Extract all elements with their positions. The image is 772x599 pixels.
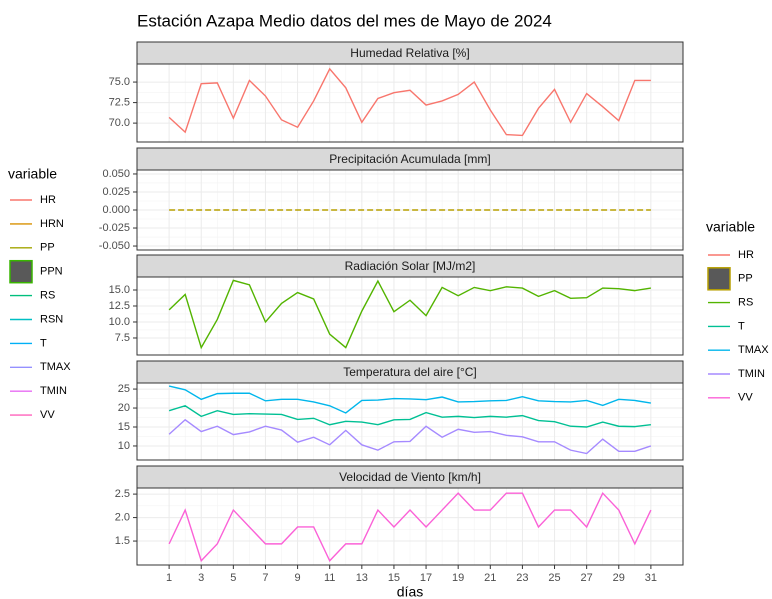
x-tick-label: 9 (295, 572, 301, 584)
y-tick-label: -0.050 (99, 240, 130, 252)
x-tick-label: 15 (388, 572, 400, 584)
panel-border (136, 169, 684, 251)
x-tick-label: 3 (198, 572, 204, 584)
y-tick-label: 0.000 (102, 204, 130, 216)
legend-label: TMIN (40, 385, 67, 397)
legend-label: TMIN (738, 368, 765, 380)
x-tick-label: 17 (420, 572, 432, 584)
x-tick-label: 25 (548, 572, 560, 584)
x-tick-label: 1 (166, 572, 172, 584)
strip-label: Radiación Solar [MJ/m2] (345, 259, 476, 273)
data-line (168, 404, 651, 428)
y-tick-label: 75.0 (109, 76, 130, 88)
chart-title: Estación Azapa Medio datos del mes de Ma… (137, 11, 552, 30)
data-line (168, 418, 652, 455)
x-tick-label: 13 (356, 572, 368, 584)
legend-label: T (40, 337, 47, 349)
y-tick-label: -0.025 (99, 222, 130, 234)
legend-label: RS (738, 297, 753, 309)
x-tick-label: 23 (516, 572, 528, 584)
y-tick-label: 0.050 (102, 168, 130, 180)
legend-key (9, 259, 33, 284)
y-tick-label: 20 (118, 402, 130, 414)
y-tick-label: 1.5 (115, 535, 130, 547)
x-tick-label: 7 (262, 572, 268, 584)
data-line (168, 491, 652, 563)
panel-border (136, 63, 684, 143)
legend-title: variable (8, 166, 57, 182)
panel-border (136, 487, 684, 566)
legend-label: HR (40, 194, 56, 206)
y-tick-label: 12.5 (109, 300, 130, 312)
legend-label: TMAX (40, 361, 71, 373)
y-tick-label: 10 (118, 440, 130, 452)
y-tick-label: 72.5 (109, 96, 130, 108)
legend-label: RS (40, 290, 55, 302)
legend-label: T (738, 320, 745, 332)
panel-border (136, 276, 684, 356)
y-tick-label: 70.0 (109, 117, 130, 129)
legend-label: PPN (40, 266, 63, 278)
strip-label: Temperatura del aire [°C] (343, 365, 477, 379)
x-tick-label: 11 (324, 572, 335, 584)
strip-label: Velocidad de Viento [km/h] (339, 470, 481, 484)
x-tick-label: 5 (230, 572, 236, 584)
x-tick-label: 21 (484, 572, 496, 584)
strip-label: Precipitación Acumulada [mm] (329, 152, 490, 166)
y-tick-label: 25 (118, 383, 130, 395)
legend-label: VV (40, 409, 55, 421)
legend-label: HR (738, 249, 754, 261)
legend-label: HRN (40, 218, 64, 230)
legend-label: TMAX (738, 344, 769, 356)
legend-key (707, 267, 731, 291)
x-axis-label: días (397, 584, 423, 599)
legend-label: VV (738, 392, 753, 404)
data-line (168, 67, 651, 137)
x-tick-label: 19 (452, 572, 464, 584)
x-tick-label: 27 (581, 572, 593, 584)
panel-border (136, 382, 684, 461)
legend-label: PP (40, 242, 55, 254)
y-tick-label: 10.0 (109, 316, 130, 328)
y-tick-label: 7.5 (115, 332, 130, 344)
x-tick-label: 31 (645, 572, 657, 584)
legend-label: PP (738, 273, 753, 285)
y-tick-label: 2.0 (115, 511, 130, 523)
y-tick-label: 2.5 (115, 488, 130, 500)
legend-title: variable (706, 219, 755, 235)
data-line (168, 385, 651, 414)
strip-label: Humedad Relativa [%] (350, 46, 469, 60)
data-line (168, 279, 651, 350)
y-tick-label: 15.0 (109, 284, 130, 296)
legend-label: RSN (40, 313, 63, 325)
x-tick-label: 29 (613, 572, 625, 584)
y-tick-label: 15 (118, 421, 130, 433)
y-tick-label: 0.025 (102, 186, 130, 198)
